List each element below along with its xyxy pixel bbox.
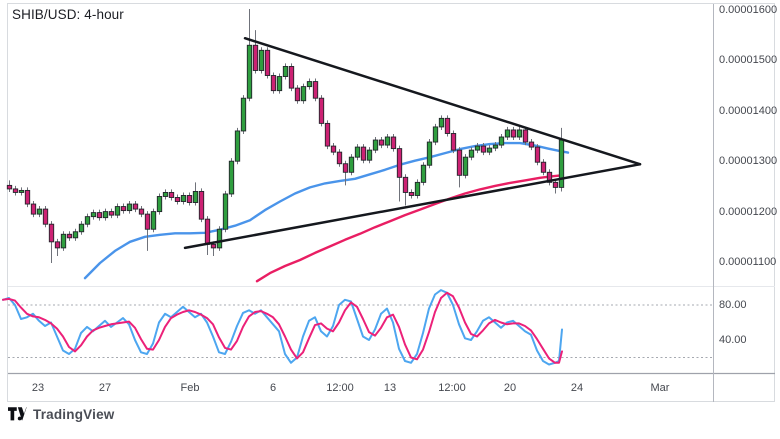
price-tick-label: 0.00001400 — [719, 104, 778, 117]
oscillator-tick-label: 80.00 — [719, 299, 747, 311]
time-tick-label: 27 — [98, 382, 112, 394]
oscillator-tick-label: 40.00 — [719, 334, 747, 346]
stochastic-pane[interactable] — [8, 286, 713, 373]
time-tick-label: 24 — [570, 382, 584, 394]
time-tick-label: 13 — [383, 382, 397, 394]
time-tick-label: 20 — [503, 382, 517, 394]
time-tick-label: Mar — [650, 382, 670, 394]
time-tick-label: 6 — [269, 382, 277, 394]
price-tick-label: 0.00001300 — [719, 155, 778, 168]
tradingview-logo-text: TradingView — [33, 407, 115, 422]
price-tick-label: 0.00001500 — [719, 54, 778, 67]
tradingview-tv-icon — [8, 407, 27, 421]
time-tick-label: Feb — [180, 382, 200, 394]
price-tick-label: 0.00001600 — [719, 4, 778, 16]
time-tick-label: 12:00 — [438, 382, 466, 394]
price-pane[interactable] — [8, 4, 713, 286]
time-scale[interactable] — [8, 373, 713, 402]
symbol-title: SHIB/USD: 4-hour — [12, 7, 124, 22]
price-tick-label: 0.00001100 — [719, 256, 777, 268]
tradingview-logo[interactable]: TradingView — [8, 407, 114, 422]
time-tick-label: 23 — [31, 382, 45, 394]
time-tick-label: 12:00 — [326, 382, 354, 394]
price-tick-label: 0.00001200 — [719, 205, 778, 218]
